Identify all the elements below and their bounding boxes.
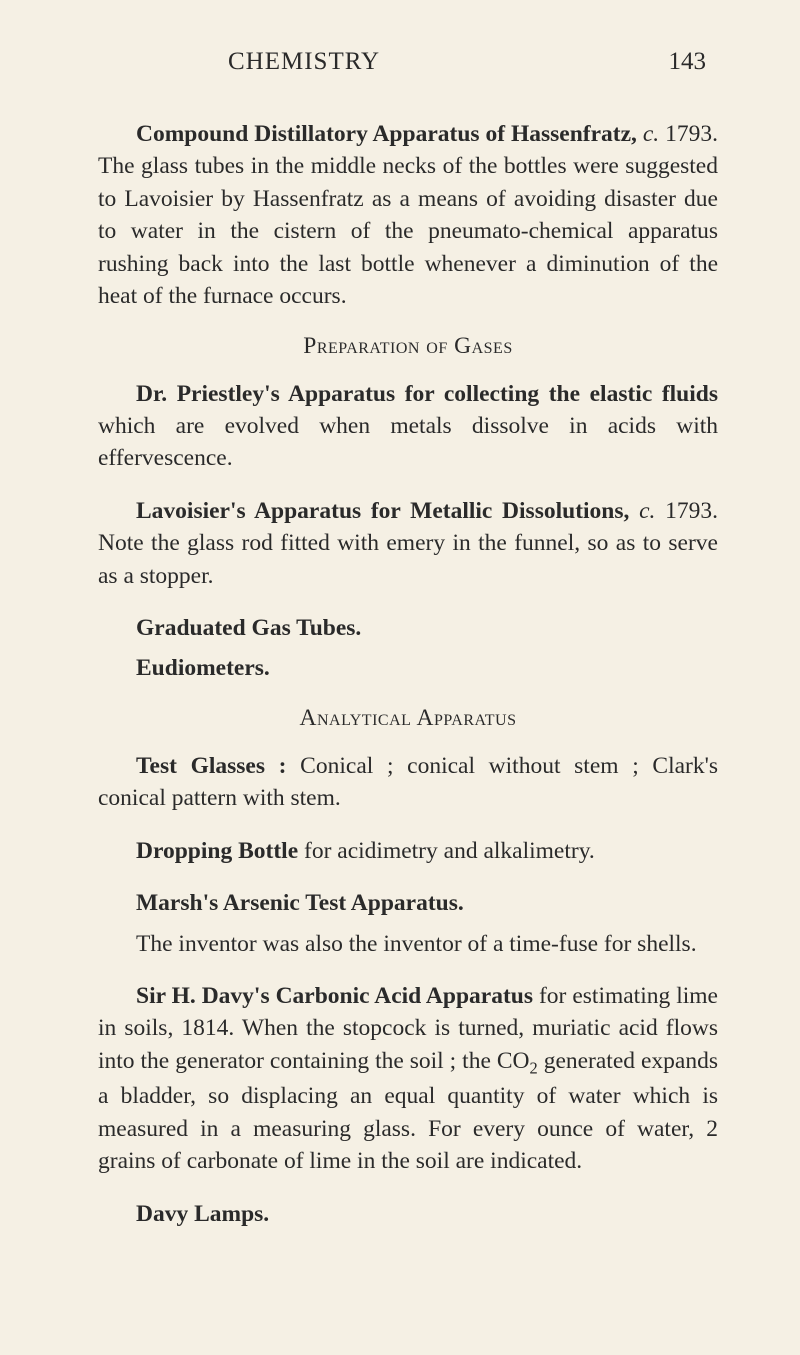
heading-davy-carbonic: Sir H. Davy's Carbonic Acid Apparatus: [136, 983, 533, 1009]
heading-graduated: Graduated Gas Tubes.: [136, 615, 361, 641]
heading-lavoisier: Lavoisier's Apparatus for Metallic Disso…: [136, 498, 629, 524]
page-number: 143: [669, 48, 707, 76]
header-title: CHEMISTRY: [228, 48, 380, 76]
paragraph-test-glasses: Test Glasses : Conical ; conical without…: [98, 750, 718, 815]
page-header: CHEMISTRY 143: [98, 48, 718, 76]
text-body: which are evolved when metals dissolve i…: [98, 413, 718, 471]
paragraph-priestley: Dr. Priestley's Apparatus for collecting…: [98, 378, 718, 475]
italic-c: c.: [643, 121, 659, 147]
paragraph-compound: Compound Distillatory Apparatus of Has­s…: [98, 118, 718, 313]
paragraph-graduated: Graduated Gas Tubes.: [98, 612, 718, 644]
heading-priestley: Dr. Priestley's Apparatus for collecting…: [136, 381, 718, 407]
paragraph-davy-lamps: Davy Lamps.: [98, 1198, 718, 1230]
heading-test-glasses: Test Glasses :: [136, 753, 287, 779]
section-preparation: Preparation of Gases: [98, 333, 718, 360]
paragraph-dropping-bottle: Dropping Bottle for acidimetry and alkal…: [98, 835, 718, 867]
paragraph-davy-carbonic: Sir H. Davy's Carbonic Acid Apparatus fo…: [98, 980, 718, 1178]
paragraph-eudiometers: Eudiometers.: [98, 652, 718, 684]
heading-compound: Compound Distillatory Apparatus of Has­s…: [136, 121, 637, 147]
section-analytical: Analytical Apparatus: [98, 705, 718, 732]
heading-dropping-bottle: Dropping Bottle: [136, 838, 298, 864]
paragraph-lavoisier: Lavoisier's Apparatus for Metallic Disso…: [98, 495, 718, 592]
heading-eudiometers: Eudiometers.: [136, 655, 270, 681]
subscript-2: 2: [530, 1059, 538, 1078]
paragraph-marsh: Marsh's Arsenic Test Apparatus.: [98, 887, 718, 919]
paragraph-marsh-body: The inventor was also the inventor of a …: [98, 928, 718, 960]
italic-c: c.: [639, 498, 655, 524]
text-body: for acidimetry and alkali­metry.: [298, 838, 595, 864]
text-body: 1793. The glass tubes in the middle neck…: [98, 121, 718, 309]
heading-davy-lamps: Davy Lamps.: [136, 1201, 269, 1227]
heading-marsh: Marsh's Arsenic Test Apparatus.: [136, 890, 464, 916]
